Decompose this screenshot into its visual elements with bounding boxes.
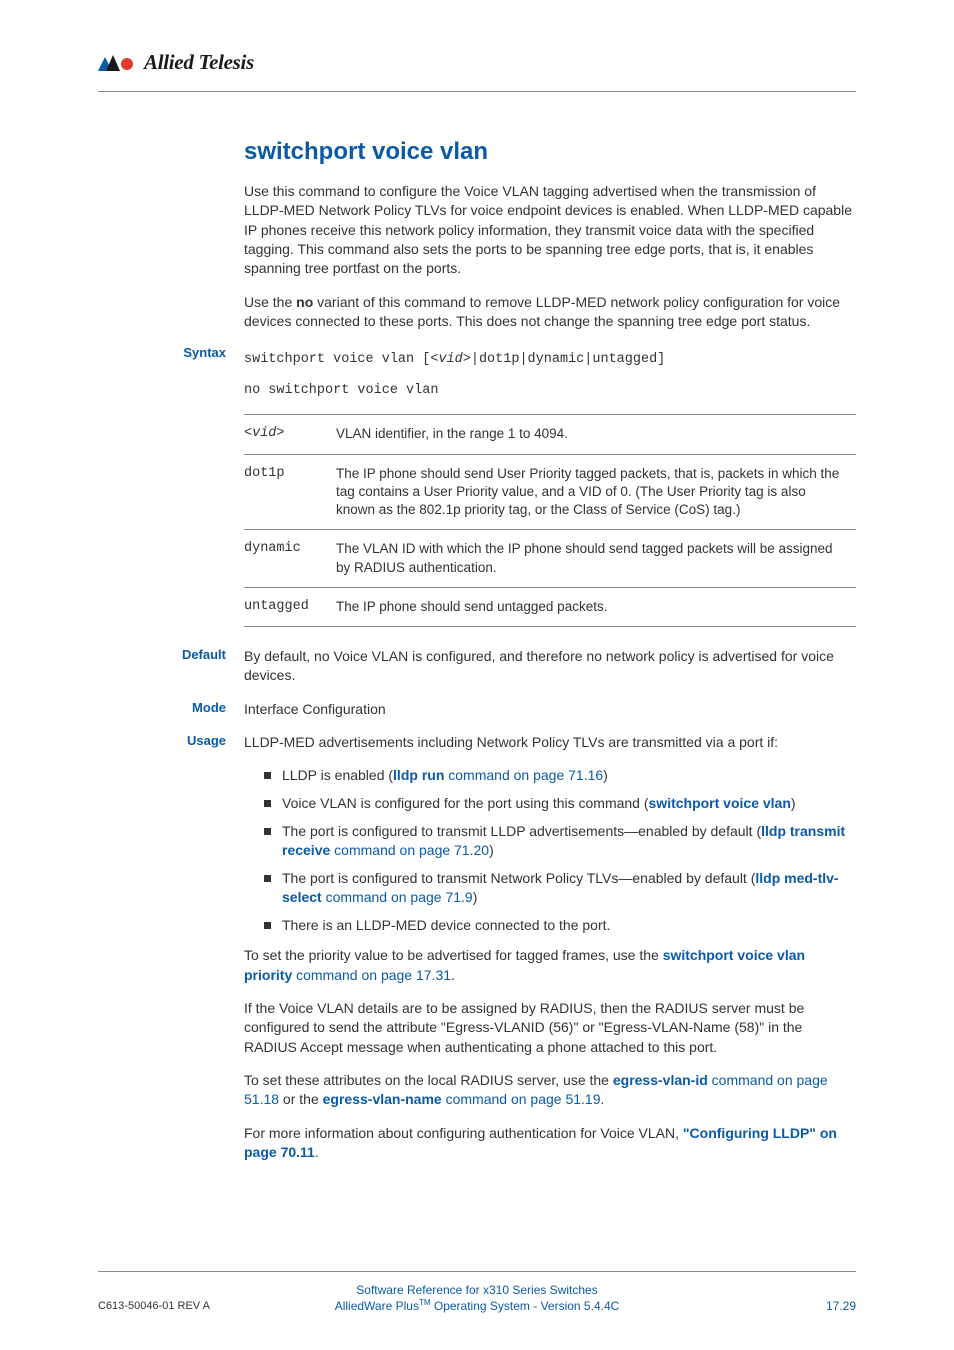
param-desc: The IP phone should send User Priority t… — [336, 454, 856, 530]
pk-a: < — [244, 426, 252, 441]
table-row: dot1p The IP phone should send User Prio… — [244, 454, 856, 530]
label-mode: Mode — [98, 700, 244, 719]
link-egress-vlan-name-rest[interactable]: command on page 51.19 — [442, 1091, 601, 1107]
label-default: Default — [98, 647, 244, 686]
up-a: To set the priority value to be advertis… — [244, 947, 663, 963]
list-item: Voice VLAN is configured for the port us… — [264, 794, 856, 813]
syntax-l1-i: vid — [438, 352, 462, 367]
usage-list: LLDP is enabled (lldp run command on pag… — [244, 766, 856, 934]
link-lldp-transmit-rest[interactable]: command on page 71.20 — [330, 842, 489, 858]
page-footer: Software Reference for x310 Series Switc… — [98, 1271, 856, 1314]
footer-pagenum: 17.29 — [826, 1298, 856, 1314]
footer-rule — [98, 1271, 856, 1272]
syntax-l1-a: switchport voice vlan [< — [244, 352, 438, 367]
fl2-b: Operating System - Version 5.4.4C — [431, 1299, 620, 1313]
param-desc: VLAN identifier, in the range 1 to 4094. — [336, 415, 856, 454]
usage-attr: To set these attributes on the local RAD… — [244, 1071, 856, 1110]
usage-more: For more information about configuring a… — [244, 1124, 856, 1163]
footer-line1: Software Reference for x310 Series Switc… — [98, 1282, 856, 1298]
link-lldp-run-rest[interactable]: command on page 71.16 — [444, 767, 603, 783]
up-c: . — [451, 967, 455, 983]
param-desc: The IP phone should send untagged packet… — [336, 587, 856, 626]
syntax-l1-b: >|dot1p|dynamic|untagged] — [463, 352, 666, 367]
table-row: dynamic The VLAN ID with which the IP ph… — [244, 530, 856, 587]
mode-text: Interface Configuration — [244, 700, 856, 719]
param-key: untagged — [244, 587, 336, 626]
fl2-tm: TM — [419, 1298, 431, 1307]
link-lldp-run[interactable]: lldp run — [393, 767, 444, 783]
table-row: untagged The IP phone should send untagg… — [244, 587, 856, 626]
footer-docid: C613-50046-01 REV A — [98, 1299, 210, 1314]
param-key: <vid> — [244, 415, 336, 454]
label-usage: Usage — [98, 733, 244, 1162]
syntax-line1: switchport voice vlan [<vid>|dot1p|dynam… — [244, 351, 856, 370]
list-item: The port is configured to transmit Netwo… — [264, 869, 856, 907]
li2-a: Voice VLAN is configured for the port us… — [282, 795, 649, 811]
logo-mark-icon — [98, 54, 138, 72]
syntax-line2: no switchport voice vlan — [244, 382, 856, 401]
brand-logo: Allied Telesis — [98, 50, 856, 75]
pk-b: > — [276, 426, 284, 441]
table-row: <vid> VLAN identifier, in the range 1 to… — [244, 415, 856, 454]
link-egress-vlan-id[interactable]: egress-vlan-id — [613, 1072, 708, 1088]
intro-p2-bold: no — [296, 294, 313, 310]
brand-name: Allied Telesis — [144, 50, 254, 75]
ua-a: To set these attributes on the local RAD… — [244, 1072, 613, 1088]
li2-c: ) — [791, 795, 796, 811]
ua-c: . — [600, 1091, 604, 1107]
intro-p2-b: variant of this command to remove LLDP-M… — [244, 294, 840, 329]
intro-p2-a: Use the — [244, 294, 296, 310]
list-item: The port is configured to transmit LLDP … — [264, 822, 856, 860]
usage-priority: To set the priority value to be advertis… — [244, 946, 856, 985]
link-switchport-voice-vlan[interactable]: switchport voice vlan — [649, 795, 791, 811]
li3-a: The port is configured to transmit LLDP … — [282, 823, 761, 839]
list-item: There is an LLDP-MED device connected to… — [264, 916, 856, 935]
list-item: LLDP is enabled (lldp run command on pag… — [264, 766, 856, 785]
li1-c: ) — [603, 767, 608, 783]
param-key: dot1p — [244, 454, 336, 530]
usage-intro: LLDP-MED advertisements including Networ… — [244, 733, 856, 752]
page-title: switchport voice vlan — [244, 138, 856, 166]
link-switchport-priority-rest[interactable]: command on page 17.31 — [292, 967, 451, 983]
param-key: dynamic — [244, 530, 336, 587]
usage-radius: If the Voice VLAN details are to be assi… — [244, 999, 856, 1057]
label-syntax: Syntax — [98, 345, 244, 631]
header-rule — [98, 91, 856, 92]
li4-c: ) — [473, 889, 478, 905]
default-text: By default, no Voice VLAN is configured,… — [244, 647, 856, 686]
intro-p2: Use the no variant of this command to re… — [244, 293, 856, 332]
um-c: . — [315, 1144, 319, 1160]
um-a: For more information about configuring a… — [244, 1125, 683, 1141]
ua-mid: or the — [279, 1091, 323, 1107]
footer-line2: AlliedWare PlusTM Operating System - Ver… — [98, 1298, 856, 1314]
param-desc: The VLAN ID with which the IP phone shou… — [336, 530, 856, 587]
pk-i: vid — [252, 426, 276, 441]
param-table: <vid> VLAN identifier, in the range 1 to… — [244, 414, 856, 627]
intro-p1: Use this command to configure the Voice … — [244, 182, 856, 279]
li3-c: ) — [489, 842, 494, 858]
link-egress-vlan-name[interactable]: egress-vlan-name — [323, 1091, 442, 1107]
fl2-a: AlliedWare Plus — [335, 1299, 419, 1313]
li1-a: LLDP is enabled ( — [282, 767, 393, 783]
li4-a: The port is configured to transmit Netwo… — [282, 870, 755, 886]
link-lldp-med-tlv-rest[interactable]: command on page 71.9 — [322, 889, 473, 905]
